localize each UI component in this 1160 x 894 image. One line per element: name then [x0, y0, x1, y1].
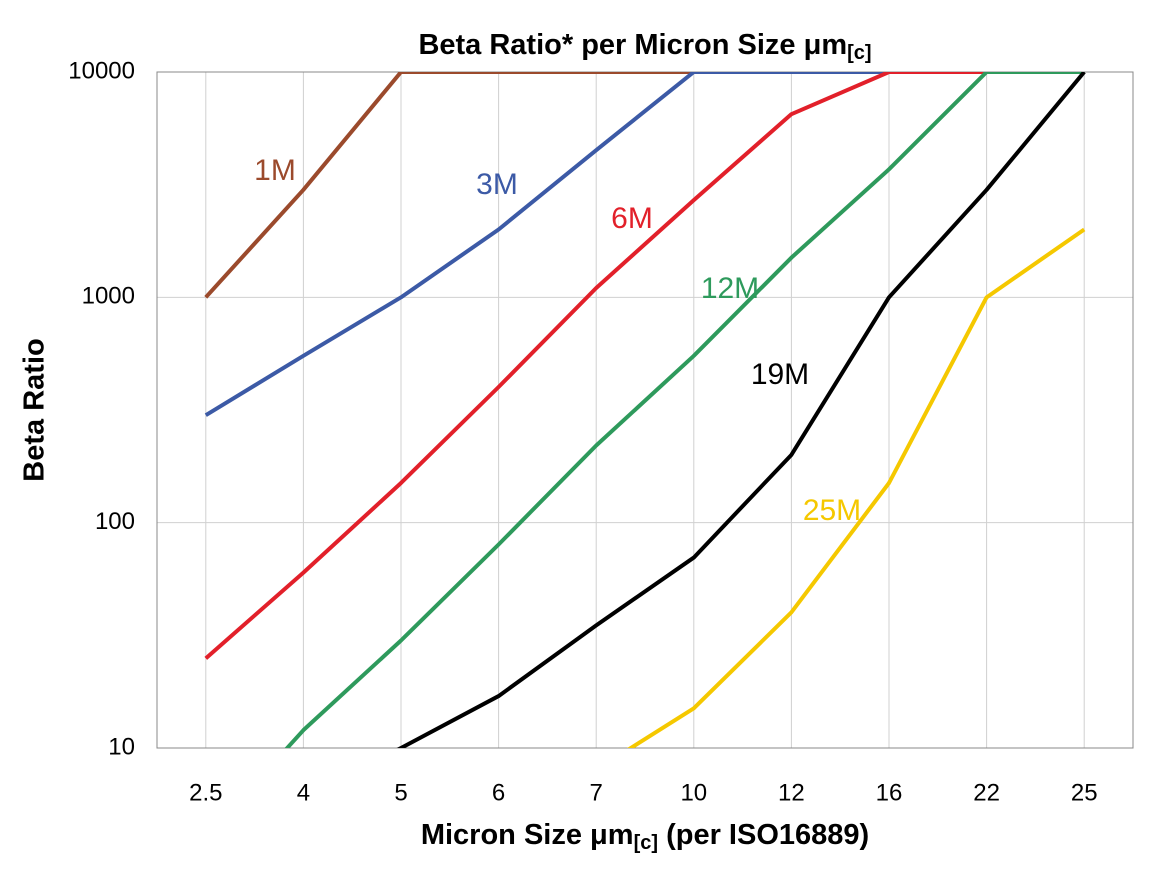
- x-tick-label: 12: [778, 779, 805, 806]
- y-tick-label: 100: [95, 508, 135, 535]
- series-label: 19M: [751, 358, 809, 391]
- series-line: [204, 72, 1085, 299]
- y-axis-label: Beta Ratio: [19, 338, 51, 481]
- y-tick-label: 1000: [82, 283, 135, 310]
- x-label-sub: [c]: [634, 832, 658, 854]
- x-tick-label: 4: [297, 779, 310, 806]
- series-label: 12M: [701, 272, 759, 305]
- x-label-part: Micron Size μm: [421, 819, 634, 851]
- x-label-part: (per ISO16889): [658, 819, 869, 851]
- plot-area: [157, 72, 1133, 748]
- series-line: [627, 227, 1086, 748]
- series-label: 1M: [254, 154, 296, 187]
- series-line: [204, 72, 1085, 417]
- x-tick-label: 5: [394, 779, 407, 806]
- x-tick-label: 25: [1071, 779, 1098, 806]
- y-tick-label: 10000: [68, 57, 135, 84]
- series-line: [204, 72, 1085, 660]
- series-label: 3M: [476, 168, 518, 201]
- x-axis-label: Micron Size μm[c] (per ISO16889): [421, 819, 869, 855]
- chart-title: Beta Ratio* per Micron Size μm[c]: [418, 29, 871, 65]
- series-line: [396, 72, 1086, 748]
- x-tick-label: 7: [590, 779, 603, 806]
- x-tick-label: 6: [492, 779, 505, 806]
- title-main: Beta Ratio* per Micron Size μm: [418, 29, 847, 61]
- y-tick-label: 10: [108, 733, 135, 760]
- series-label: 25M: [803, 494, 861, 527]
- x-tick-label: 16: [876, 779, 903, 806]
- series-line: [284, 72, 1085, 748]
- x-tick-label: 10: [680, 779, 707, 806]
- x-tick-label: 22: [973, 779, 1000, 806]
- x-tick-label: 2.5: [189, 779, 222, 806]
- title-sub: [c]: [847, 42, 871, 64]
- series-label: 6M: [611, 202, 653, 235]
- series-layer: [204, 72, 1086, 748]
